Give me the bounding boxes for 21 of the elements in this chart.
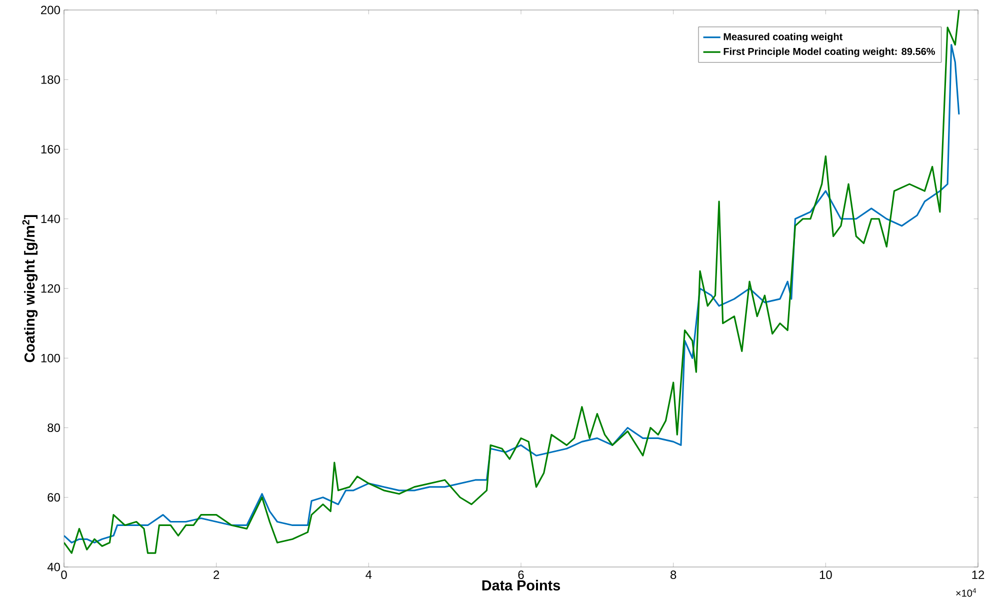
- legend-label: First Principle Model coating weight: 89.56%: [724, 48, 935, 58]
- y-tick-label: 80: [48, 424, 60, 432]
- x-tick-label: 2: [214, 570, 220, 579]
- x-tick-label: 6: [518, 570, 524, 580]
- x-tick-label: 4: [366, 570, 372, 579]
- y-tick-label: 140: [41, 214, 60, 224]
- text: ×10$^{4}$: [956, 588, 976, 597]
- y-tick-label: 200: [41, 6, 60, 14]
- x-tick-label: 0: [61, 570, 67, 580]
- y-axis-title: Coating wieght [g/m$^{2}$]: [22, 215, 38, 362]
- x-tick-label: 10: [820, 570, 832, 580]
- y-tick-label: 180: [41, 75, 60, 84]
- x-tick-label: 12: [972, 570, 984, 579]
- x-tick-label: 8: [670, 570, 676, 580]
- x-axis-title: Data Points: [482, 580, 560, 590]
- legend-label: Measured coating weight: [724, 32, 843, 42]
- y-tick-label: 160: [41, 145, 60, 154]
- y-tick-label: 120: [41, 284, 60, 293]
- y-tick-label: 60: [48, 493, 60, 502]
- y-tick-label: 40: [47, 562, 60, 572]
- y-tick-label: 100: [41, 354, 60, 362]
